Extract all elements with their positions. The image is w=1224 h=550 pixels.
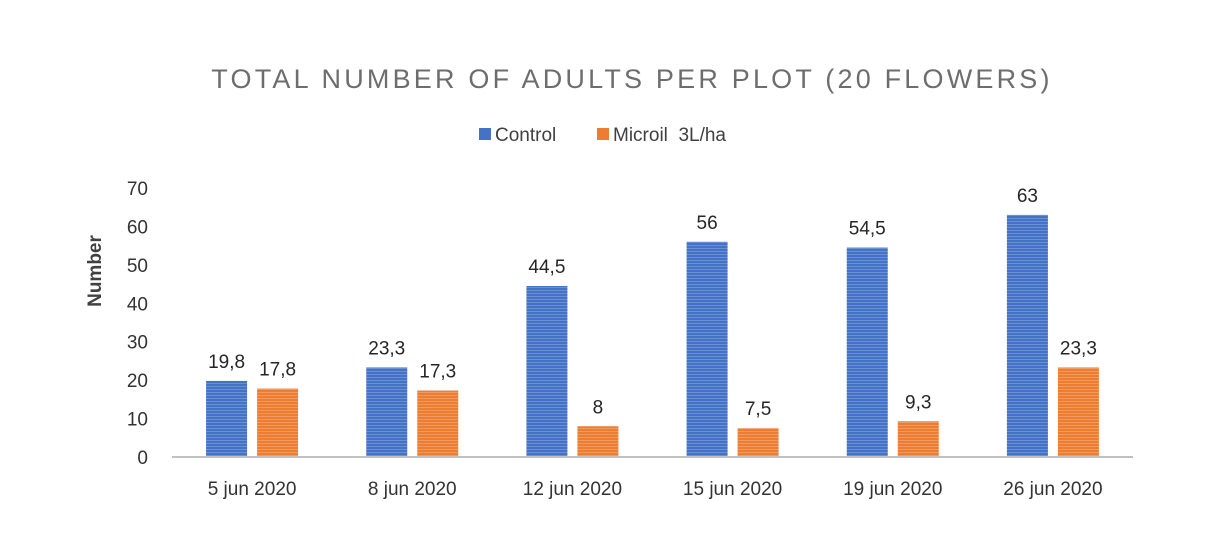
y-tick-label: 0	[137, 448, 148, 469]
data-label: 8	[593, 397, 604, 418]
bar-control	[526, 285, 568, 457]
bar-microil	[577, 426, 619, 457]
bar-control	[206, 380, 248, 457]
bar-control	[846, 247, 888, 457]
legend-swatch-microil	[597, 128, 609, 140]
y-tick-label: 10	[127, 410, 148, 431]
data-label: 17,8	[259, 360, 296, 381]
y-axis-label: Number	[85, 235, 106, 307]
legend: Control Microil 3L/ha	[479, 125, 726, 146]
x-category-label: 12 jun 2020	[523, 479, 622, 500]
bar-control	[686, 241, 728, 457]
data-labels: 19,8 17,8 23,3 17,3 44,5 8 56 7,5 54,5 9,3 63 23,3	[208, 186, 1097, 420]
data-label: 23,3	[368, 338, 405, 359]
x-category-label: 26 jun 2020	[1003, 479, 1102, 500]
legend-label-control: Control	[495, 125, 556, 146]
x-category-label: 19 jun 2020	[843, 479, 942, 500]
bar-microil	[1057, 367, 1099, 457]
data-label: 56	[697, 213, 718, 234]
x-category-label: 15 jun 2020	[683, 479, 782, 500]
bar-control	[1006, 214, 1048, 457]
bars	[206, 214, 1099, 457]
bar-microil	[737, 428, 779, 457]
data-label: 54,5	[849, 219, 886, 240]
data-label: 19,8	[208, 352, 245, 373]
bar-control	[366, 367, 408, 457]
data-label: 9,3	[905, 392, 931, 413]
data-label: 23,3	[1060, 338, 1097, 359]
chart-title: TOTAL NUMBER OF ADULTS PER PLOT (20 FLOW…	[211, 64, 1052, 94]
data-label: 44,5	[528, 257, 565, 278]
bar-microil	[897, 421, 939, 457]
y-tick-label: 20	[127, 371, 148, 392]
bar-microil	[417, 390, 459, 457]
bar-microil	[257, 388, 299, 457]
legend-label-microil: Microil 3L/ha	[613, 125, 726, 146]
data-label: 17,3	[419, 362, 456, 383]
y-tick-label: 50	[127, 256, 148, 277]
y-tick-label: 40	[127, 294, 148, 315]
legend-swatch-control	[479, 128, 491, 140]
y-tick-label: 70	[127, 179, 148, 200]
data-label: 7,5	[745, 399, 771, 420]
data-label: 63	[1017, 186, 1038, 207]
x-category-label: 8 jun 2020	[368, 479, 457, 500]
y-axis-ticks: 0 10 20 30 40 50 60 70	[127, 179, 148, 469]
x-axis-categories: 5 jun 2020 8 jun 2020 12 jun 2020 15 jun 20…	[208, 479, 1103, 500]
y-tick-label: 30	[127, 333, 148, 354]
y-tick-label: 60	[127, 217, 148, 238]
x-category-label: 5 jun 2020	[208, 479, 297, 500]
